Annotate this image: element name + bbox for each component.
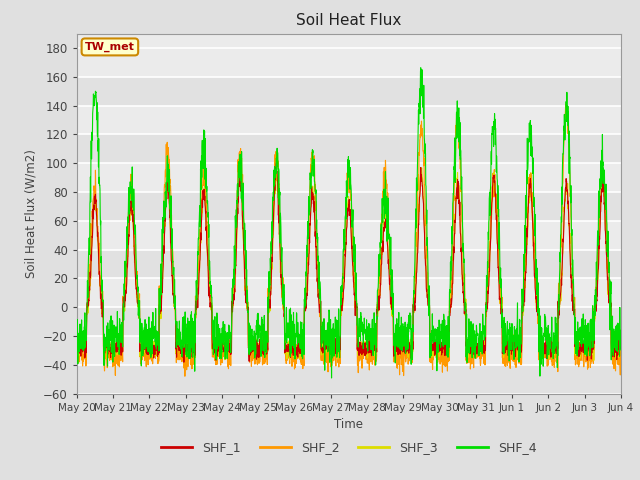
SHF_3 [590,358,598,363]
Text: TW_met: TW_met [85,42,135,52]
SHF_1 [570,298,577,303]
SHF_2 [507,343,515,348]
Bar [77,365,621,394]
Legend: SHF_1, SHF_2, SHF_3, SHF_4: SHF_1, SHF_2, SHF_3, SHF_4 [156,436,541,459]
SHF_3 [376,288,384,294]
SHF_1 [273,161,280,167]
SHF_2 [225,349,232,355]
SHF_4 [508,338,515,344]
SHF_1 [617,346,625,352]
SHF_4 [617,347,625,353]
Bar [77,307,621,336]
X-axis label: Time: Time [334,418,364,431]
SHF_3 [225,338,232,344]
SHF_3 [272,165,280,170]
SHF_2 [617,344,625,350]
SHF_1 [508,341,515,347]
SHF_2 [181,373,189,379]
SHF_3 [569,294,577,300]
Line: SHF_2: SHF_2 [77,104,621,376]
SHF_2 [584,338,592,344]
SHF_4 [417,65,424,71]
SHF_4 [73,353,81,359]
SHF_4 [328,375,335,381]
SHF_2 [376,249,384,254]
SHF_2 [365,348,372,353]
SHF_4 [570,280,577,286]
SHF_4 [225,340,232,346]
SHF_2 [73,359,81,364]
SHF_1 [584,342,592,348]
SHF_1 [180,360,188,365]
SHF_3 [365,342,372,348]
Line: SHF_3: SHF_3 [77,168,621,360]
SHF_3 [73,343,81,348]
Y-axis label: Soil Heat Flux (W/m2): Soil Heat Flux (W/m2) [24,149,38,278]
SHF_2 [562,101,570,107]
SHF_4 [584,339,592,345]
SHF_1 [225,335,232,341]
Bar [77,192,621,221]
Bar [77,250,621,278]
SHF_1 [365,342,372,348]
Title: Soil Heat Flux: Soil Heat Flux [296,13,401,28]
SHF_1 [377,282,385,288]
SHF_3 [617,347,625,353]
Bar [77,134,621,163]
SHF_3 [584,341,592,347]
Line: SHF_1: SHF_1 [77,164,621,362]
SHF_4 [376,245,384,251]
SHF_4 [365,321,372,326]
Line: SHF_4: SHF_4 [77,68,621,378]
SHF_2 [570,297,577,302]
SHF_3 [507,336,515,341]
Bar [77,77,621,106]
SHF_1 [73,346,81,351]
